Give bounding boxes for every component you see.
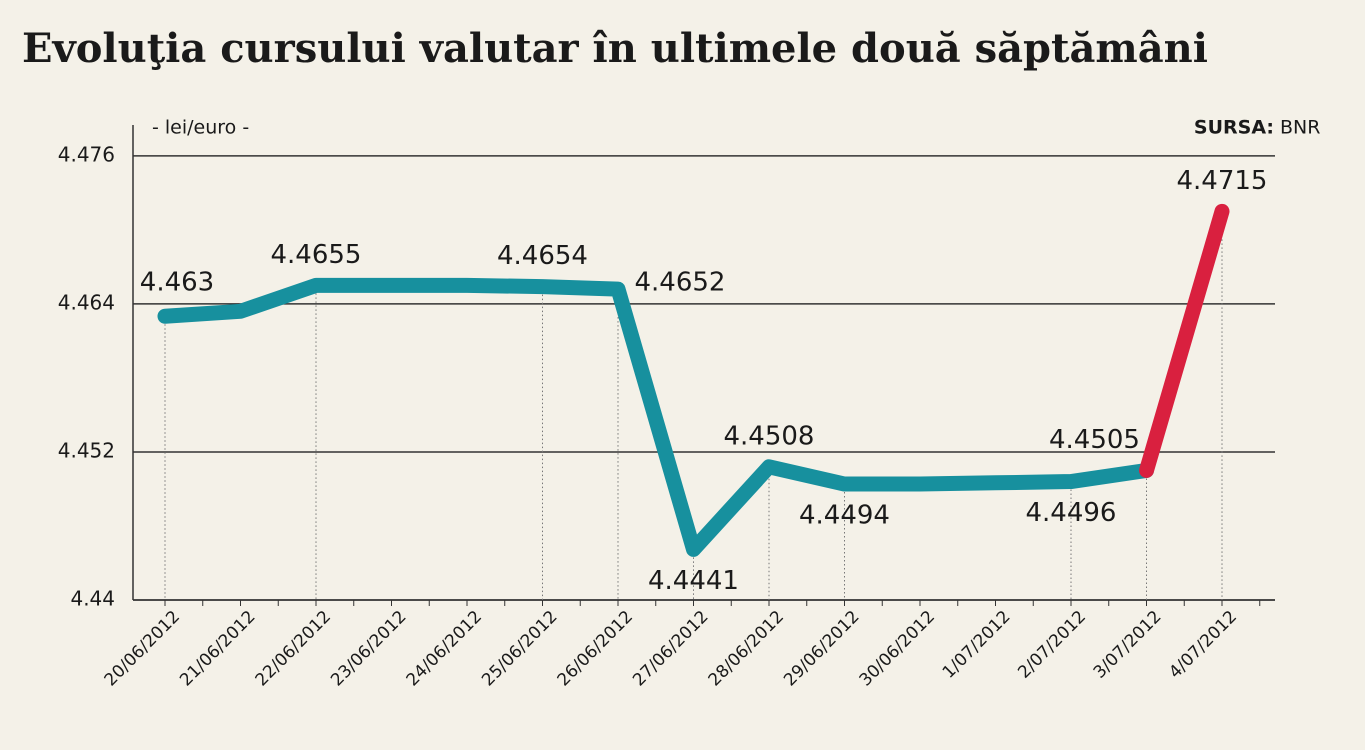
x-tick-label: 29/06/2012 — [780, 607, 863, 690]
y-tick-label: 4.476 — [58, 142, 115, 166]
x-tick-label: 24/06/2012 — [403, 607, 486, 690]
chart-title: Evoluţia cursului valutar în ultimele do… — [22, 25, 1208, 72]
x-tick-label: 27/06/2012 — [629, 607, 712, 690]
x-tick-label: 22/06/2012 — [252, 607, 335, 690]
x-tick-label: 21/06/2012 — [176, 607, 259, 690]
value-label: 4.4505 — [1049, 425, 1140, 455]
value-label: 4.4508 — [724, 421, 815, 451]
x-tick-label: 4/07/2012 — [1165, 607, 1241, 683]
source-label: SURSA: — [1194, 117, 1274, 139]
y-tick-label: 4.452 — [58, 438, 115, 462]
x-tick-label: 2/07/2012 — [1014, 607, 1090, 683]
x-tick-label: 28/06/2012 — [705, 607, 788, 690]
unit-label: - lei/euro - — [152, 117, 249, 139]
x-tick-label: 3/07/2012 — [1090, 607, 1166, 683]
x-tick-label: 20/06/2012 — [101, 607, 184, 690]
x-tick-label: 25/06/2012 — [478, 607, 561, 690]
value-label: 4.4715 — [1177, 166, 1268, 196]
value-label: 4.4652 — [635, 268, 726, 298]
value-label: 4.4655 — [271, 240, 362, 270]
line — [157, 277, 1154, 557]
x-tick-label: 26/06/2012 — [554, 607, 637, 690]
source: BNR — [1280, 117, 1320, 139]
y-tick-label: 4.44 — [70, 587, 115, 611]
value-label: 4.4496 — [1026, 498, 1117, 528]
line — [1139, 203, 1230, 478]
y-tick-label: 4.464 — [58, 290, 115, 314]
value-label: 4.4654 — [497, 241, 588, 271]
value-label: 4.4494 — [799, 501, 890, 531]
x-tick-label: 30/06/2012 — [856, 607, 939, 690]
value-label: 4.4441 — [648, 566, 739, 596]
x-tick-label: 23/06/2012 — [327, 607, 410, 690]
x-tick-label: 1/07/2012 — [939, 607, 1015, 683]
value-label: 4.463 — [140, 268, 214, 298]
